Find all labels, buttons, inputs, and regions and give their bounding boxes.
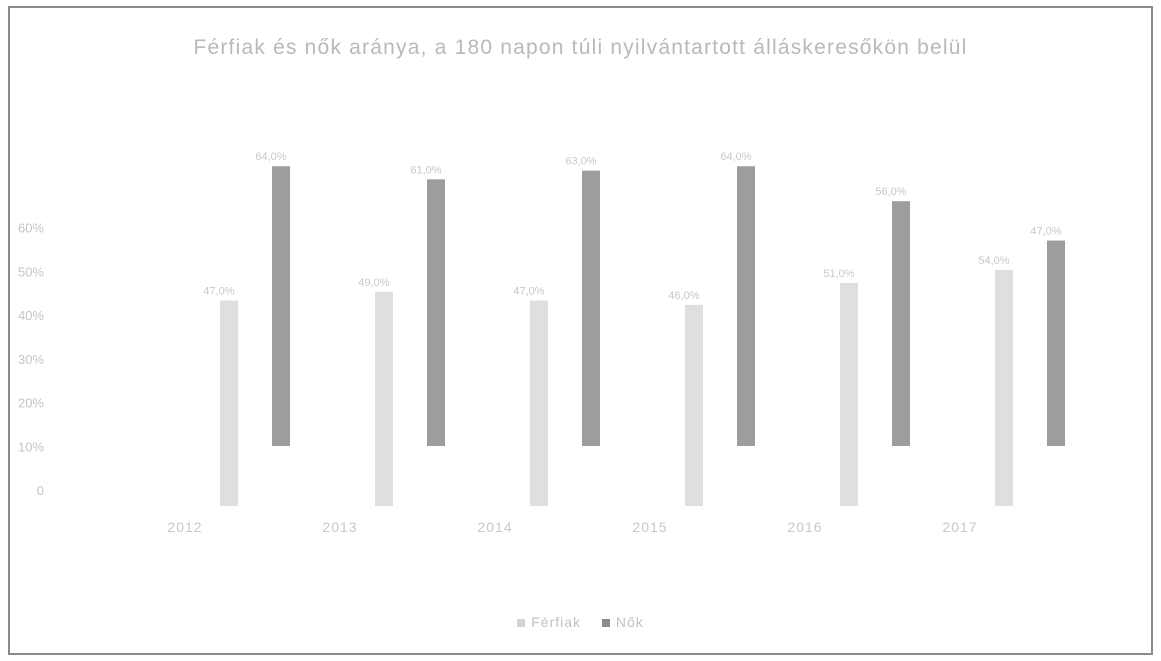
data-label: 47,0% <box>513 286 544 298</box>
data-label: 47,0% <box>203 286 234 298</box>
bar-ferfiak-2014 <box>530 300 548 506</box>
legend-item-nok: Nők <box>601 614 644 630</box>
bar-ferfiak-2013 <box>375 291 393 506</box>
data-label: 49,0% <box>358 277 389 289</box>
bar-ferfiak-2012 <box>220 300 238 506</box>
y-tick-label: 30% <box>18 352 44 367</box>
x-tick-label: 2015 <box>632 519 667 535</box>
x-tick-label: 2017 <box>942 519 977 535</box>
y-tick-label: 0 <box>37 483 44 498</box>
bar-nok-2017 <box>1047 240 1065 446</box>
data-label: 63,0% <box>565 156 596 168</box>
data-label: 47,0% <box>1030 226 1061 238</box>
data-label: 51,0% <box>823 268 854 280</box>
x-tick-label: 2013 <box>322 519 357 535</box>
bar-nok-2016 <box>892 201 910 446</box>
legend-item-ferfiak: Férfiak <box>517 614 581 630</box>
x-tick-label: 2014 <box>477 519 512 535</box>
bar-ferfiak-2015 <box>685 304 703 506</box>
bar-ferfiak-2016 <box>840 283 858 506</box>
data-label: 56,0% <box>875 186 906 198</box>
y-tick-label: 40% <box>18 308 44 323</box>
chart-frame <box>8 6 1153 655</box>
bar-nok-2012 <box>272 166 290 446</box>
legend-label-nok: Nők <box>615 614 644 630</box>
data-label: 64,0% <box>720 151 751 163</box>
bar-nok-2014 <box>582 170 600 446</box>
x-tick-label: 2016 <box>787 519 822 535</box>
y-tick-label: 10% <box>18 439 44 454</box>
y-tick-label: 50% <box>18 264 44 279</box>
bar-nok-2013 <box>427 179 445 447</box>
legend-swatch-ferfiak <box>517 619 526 628</box>
data-label: 46,0% <box>668 290 699 302</box>
data-label: 54,0% <box>978 255 1009 267</box>
chart-legend: Férfiak Nők <box>0 614 1161 630</box>
legend-swatch-nok <box>601 619 610 628</box>
data-label: 61,0% <box>410 164 441 176</box>
bar-nok-2015 <box>737 166 755 446</box>
x-tick-label: 2012 <box>167 519 202 535</box>
y-tick-label: 20% <box>18 396 44 411</box>
data-label: 64,0% <box>255 151 286 163</box>
chart-title: Férfiak és nők aránya, a 180 napon túli … <box>193 36 968 59</box>
bar-ferfiak-2017 <box>995 269 1013 506</box>
y-tick-label: 60% <box>18 221 44 236</box>
legend-label-ferfiak: Férfiak <box>531 614 581 630</box>
